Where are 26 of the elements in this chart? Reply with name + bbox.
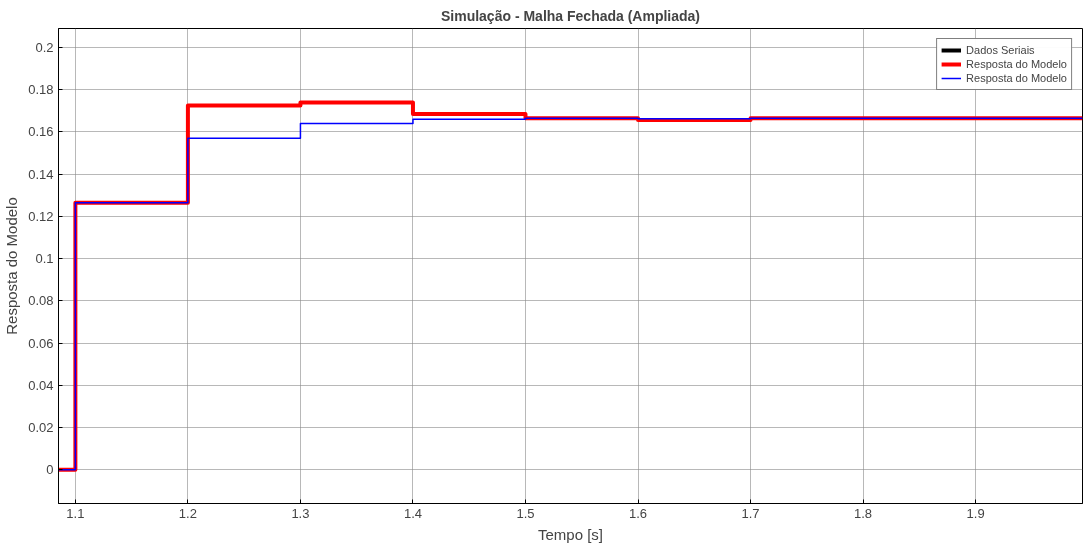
x-axis-title: Tempo [s] — [537, 525, 604, 543]
x-tick-label: 1.8 — [854, 505, 873, 521]
y-tick-label: 0.1 — [35, 251, 54, 267]
x-tick-label: 1.9 — [966, 505, 985, 521]
legend-label: Resposta do Modelo — [966, 57, 1067, 71]
y-tick-label: 0.08 — [28, 293, 54, 309]
x-tick-label: 1.4 — [403, 505, 422, 521]
x-tick-label: 1.1 — [66, 505, 85, 521]
y-tick-label: 0.02 — [28, 420, 54, 435]
y-tick-label: 0.18 — [28, 82, 54, 98]
y-tick-label: 0.16 — [28, 124, 54, 140]
x-tick-label: 1.7 — [741, 505, 760, 521]
x-tick-label: 1.6 — [628, 505, 648, 521]
y-tick-label: 0.14 — [28, 166, 54, 182]
x-tick-label: 1.2 — [178, 505, 197, 521]
y-tick-label: 0 — [46, 462, 54, 478]
y-tick-label: 0.04 — [28, 377, 54, 393]
y-tick-label: 0.12 — [28, 208, 54, 224]
x-tick-label: 1.5 — [516, 505, 535, 521]
legend-label: Resposta do Modelo — [966, 71, 1067, 85]
x-tick-label: 1.3 — [291, 505, 310, 521]
legend-label: Dados Seriais — [966, 43, 1035, 57]
y-tick-label: 0.2 — [35, 40, 54, 55]
y-tick-label: 0.06 — [28, 335, 54, 351]
y-axis-title: Resposta do Modelo — [3, 197, 21, 335]
chart-title: Simulação - Malha Fechada (Ampliada) — [440, 7, 701, 24]
